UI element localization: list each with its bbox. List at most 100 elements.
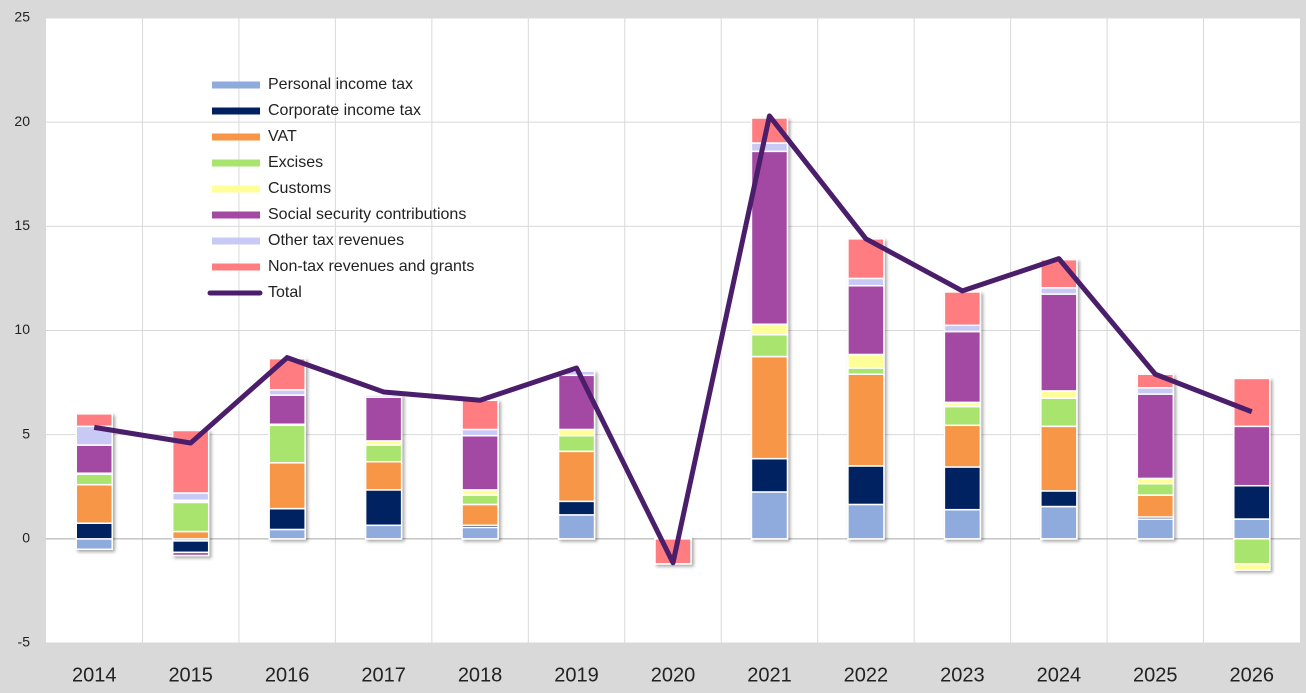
y-tick-label: 5 xyxy=(22,425,30,441)
bar-segment xyxy=(847,465,885,506)
bar-segment xyxy=(75,522,113,540)
bar-segment xyxy=(268,507,306,531)
y-tick-label: 0 xyxy=(22,530,30,546)
bar-segment xyxy=(461,526,499,540)
total-line xyxy=(93,113,1253,566)
bar-segment xyxy=(1233,538,1271,565)
y-tick-label: -5 xyxy=(18,634,31,650)
bar-segment xyxy=(461,399,499,431)
bar-segment xyxy=(750,333,789,358)
bar-segment xyxy=(268,424,306,464)
bar-segment xyxy=(557,514,596,540)
legend-label: Excises xyxy=(268,154,323,171)
bar-segment xyxy=(171,492,210,502)
bar-segment xyxy=(171,530,210,540)
legend-label: Corporate income tax xyxy=(268,102,421,119)
bar-segment xyxy=(943,466,982,511)
bar-segment xyxy=(1040,425,1078,492)
bar-segment xyxy=(847,373,885,467)
bar-segment xyxy=(1233,377,1271,428)
bar-segment xyxy=(75,538,113,550)
x-tick-label: 2020 xyxy=(651,664,696,686)
bar-segment xyxy=(943,291,982,327)
legend-label: VAT xyxy=(268,128,297,145)
bar-segment xyxy=(1233,563,1271,571)
bar-segment xyxy=(847,284,885,356)
bar-segment xyxy=(943,405,982,427)
bar-segment xyxy=(1040,293,1078,392)
bar-segment xyxy=(847,367,885,375)
x-tick-label: 2025 xyxy=(1133,664,1178,686)
y-tick-label: 20 xyxy=(14,113,30,129)
y-tick-label: 10 xyxy=(14,321,30,337)
bar-segment xyxy=(557,500,596,516)
bar-segment xyxy=(364,444,403,463)
bar-segment xyxy=(943,508,982,540)
bar-segment xyxy=(750,323,789,336)
legend-swatch xyxy=(212,107,260,115)
bar-segment xyxy=(847,277,885,287)
bar-segment xyxy=(847,503,885,540)
bar-segment xyxy=(1040,490,1078,508)
bar-segment xyxy=(75,413,113,428)
bar-segment xyxy=(943,324,982,333)
bar-segment xyxy=(364,489,403,527)
bar-segment xyxy=(557,428,596,437)
bar-segment xyxy=(461,503,499,527)
bar-segment xyxy=(364,461,403,491)
bar-segment xyxy=(268,389,306,396)
x-tick-label: 2019 xyxy=(554,664,599,686)
bar-segment xyxy=(943,424,982,468)
legend-label: Total xyxy=(268,284,302,301)
x-tick-label: 2016 xyxy=(265,664,310,686)
y-tick-label: 25 xyxy=(14,9,30,25)
bar-segment xyxy=(1136,477,1175,485)
x-tick-label: 2023 xyxy=(940,664,985,686)
bar-segment xyxy=(75,473,113,486)
bar-segment xyxy=(750,142,789,153)
legend-label: Non-tax revenues and grants xyxy=(268,258,474,275)
bar-segment xyxy=(1136,387,1175,395)
bar-segment xyxy=(750,491,789,540)
legend-label: Other tax revenues xyxy=(268,232,404,249)
bar-segment xyxy=(1233,518,1271,540)
bar-segment xyxy=(1040,505,1078,540)
bar-segment xyxy=(461,489,499,496)
bar-segment xyxy=(268,528,306,540)
x-tick-label: 2014 xyxy=(72,664,117,686)
x-tick-label: 2018 xyxy=(458,664,503,686)
legend-swatch xyxy=(212,133,260,141)
bar-segment xyxy=(364,394,403,398)
bar-segment xyxy=(1233,484,1271,520)
bar-segment xyxy=(171,551,210,557)
bar-segment xyxy=(1040,287,1078,295)
bar-segment xyxy=(461,434,499,491)
bar-segment xyxy=(1233,425,1271,487)
bar-segment xyxy=(557,374,596,431)
bar-segment xyxy=(1040,397,1078,428)
x-tick-label: 2022 xyxy=(844,664,889,686)
bar-segment xyxy=(461,494,499,506)
y-tick-label: 15 xyxy=(14,217,30,233)
legend-label: Customs xyxy=(268,180,331,197)
bar-segment xyxy=(943,330,982,404)
bar-segment xyxy=(750,355,789,460)
bar-segment xyxy=(1136,393,1175,480)
legend-label: Personal income tax xyxy=(268,76,413,93)
bar-segment xyxy=(750,457,789,493)
legend-swatch xyxy=(212,211,260,219)
x-tick-label: 2021 xyxy=(747,664,792,686)
bar-segment xyxy=(1136,482,1175,496)
bar-segment xyxy=(268,394,306,426)
bar-segment xyxy=(75,483,113,524)
bar-segment xyxy=(171,501,210,533)
bar-segment xyxy=(847,353,885,369)
x-tick-label: 2024 xyxy=(1037,664,1082,686)
bar-segment xyxy=(268,462,306,510)
legend-swatch xyxy=(212,185,260,193)
bar-segment xyxy=(1136,518,1175,540)
bar-segment xyxy=(461,428,499,437)
legend-swatch xyxy=(212,81,260,89)
bar-segment xyxy=(557,434,596,453)
